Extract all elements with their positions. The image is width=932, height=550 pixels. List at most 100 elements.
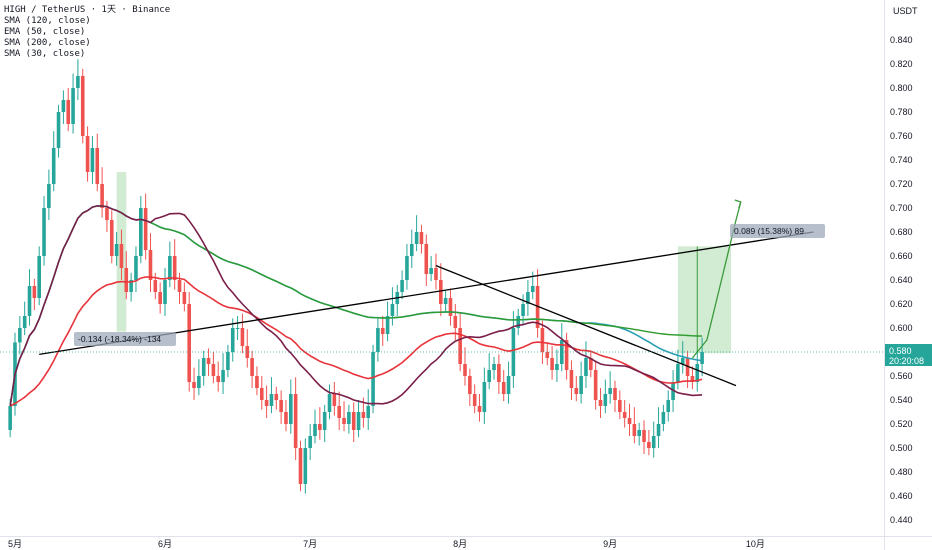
candle-body xyxy=(235,328,240,329)
candle-body xyxy=(390,304,395,316)
candle-body xyxy=(100,184,104,208)
candle-body xyxy=(492,364,496,370)
projection-path xyxy=(691,201,742,359)
y-tick-label: 0.600 xyxy=(890,323,913,333)
candle-body xyxy=(269,394,274,406)
y-tick-label: 0.780 xyxy=(890,107,913,117)
candle-body xyxy=(361,412,366,418)
candle-body xyxy=(642,430,646,442)
candle-body xyxy=(647,442,651,448)
candle-body xyxy=(274,394,279,400)
indicator-sma200[interactable]: SMA (200, close) xyxy=(4,38,91,48)
candle-body xyxy=(8,406,12,430)
candle-body xyxy=(259,388,264,400)
x-tick-label: 9月 xyxy=(603,539,617,549)
candle-body xyxy=(90,148,95,172)
y-tick-label: 0.660 xyxy=(890,251,913,261)
candle-body xyxy=(376,328,380,352)
candle-body xyxy=(42,208,46,256)
candle-body xyxy=(61,100,66,112)
price-tag-countdown: 20:20:08 xyxy=(889,356,924,366)
price-tag-value: 0.580 xyxy=(889,346,912,356)
candle-body xyxy=(569,370,574,388)
candle-body xyxy=(637,430,641,436)
candle-body xyxy=(163,280,167,304)
candle-body xyxy=(477,406,482,412)
candle-body xyxy=(482,382,487,412)
candle-body xyxy=(695,364,700,382)
candle-body xyxy=(308,436,312,448)
candle-body xyxy=(71,88,75,124)
sma-30-line xyxy=(9,205,703,407)
candle-body xyxy=(618,400,622,412)
candle-body xyxy=(497,364,501,382)
candle-body xyxy=(439,280,443,304)
candle-body xyxy=(574,388,579,394)
candle-body xyxy=(371,352,375,406)
candle-body xyxy=(468,376,472,394)
candle-body xyxy=(153,280,158,292)
candle-body xyxy=(303,448,308,484)
candle-body xyxy=(327,394,332,412)
indicator-sma120[interactable]: SMA (120, close) xyxy=(4,16,91,26)
x-tick-label: 5月 xyxy=(8,539,22,549)
candle-body xyxy=(506,376,511,394)
symbol-line: HIGH / TetherUS · 1天 · Binance xyxy=(4,5,171,15)
candle-body xyxy=(76,76,80,88)
candle-body xyxy=(414,232,419,244)
candle-body xyxy=(579,376,583,394)
candle-body xyxy=(589,358,593,370)
candle-body xyxy=(37,256,41,298)
candle-body xyxy=(129,280,133,292)
y-tick-label: 0.820 xyxy=(890,59,913,69)
y-tick-label: 0.540 xyxy=(890,395,913,405)
candle-body xyxy=(613,388,617,400)
candle-body xyxy=(105,208,109,220)
y-tick-label: 0.620 xyxy=(890,299,913,309)
x-tick-label: 7月 xyxy=(303,539,317,549)
candle-body xyxy=(385,316,390,334)
price-axis-unit: USDT xyxy=(893,6,918,16)
candle-body xyxy=(245,346,250,358)
candle-body xyxy=(197,376,201,388)
y-tick-label: 0.760 xyxy=(890,131,913,141)
candle-body xyxy=(526,292,530,304)
candle-body xyxy=(651,436,656,448)
candle-body xyxy=(366,406,371,418)
candle-body xyxy=(656,424,661,436)
candle-body xyxy=(226,352,230,370)
candle-body xyxy=(279,400,283,412)
indicator-sma30[interactable]: SMA (30, close) xyxy=(4,49,86,59)
candle-body xyxy=(56,112,61,148)
candle-body xyxy=(680,358,685,364)
x-tick-label: 10月 xyxy=(746,539,765,549)
candle-body xyxy=(318,424,322,430)
candle-body xyxy=(530,286,535,292)
candle-body xyxy=(419,232,424,244)
candle-body xyxy=(700,352,704,364)
measure-down-label-bg xyxy=(74,332,176,346)
candle-body xyxy=(598,400,603,406)
candle-body xyxy=(351,412,356,430)
candle-body xyxy=(627,418,632,424)
candle-body xyxy=(109,220,114,256)
candle-body xyxy=(661,412,666,424)
candle-body xyxy=(313,424,317,436)
candle-body xyxy=(337,406,341,418)
candle-body xyxy=(119,244,124,268)
indicator-ema50[interactable]: EMA (50, close) xyxy=(4,27,86,37)
candle-body xyxy=(666,400,671,412)
candle-body xyxy=(114,244,119,256)
candle-body xyxy=(584,358,588,376)
candle-body xyxy=(32,286,37,298)
candle-body xyxy=(356,412,361,430)
candle-body xyxy=(148,250,153,280)
candle-body xyxy=(143,208,148,250)
candle-body xyxy=(221,370,225,382)
candle-body xyxy=(608,388,612,394)
candle-body xyxy=(540,328,545,352)
candle-body xyxy=(85,136,90,172)
candle-body xyxy=(134,256,138,280)
